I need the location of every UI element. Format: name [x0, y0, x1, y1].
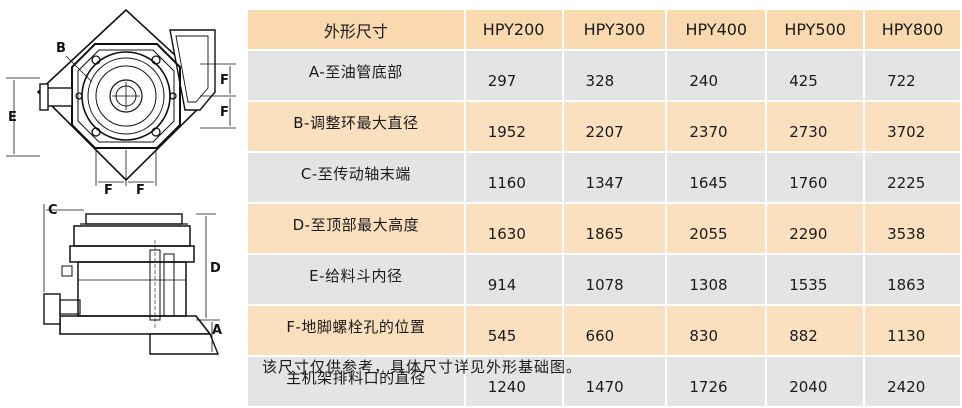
cell-value: 2207: [562, 101, 668, 153]
dim-label-f-right: F: [136, 183, 145, 198]
cell-value: 914: [464, 254, 564, 306]
header-model-hpy400: HPY400: [666, 10, 768, 51]
cell-value: 1470: [562, 356, 668, 408]
cell-value: 2225: [864, 152, 962, 204]
dim-label-c: C: [48, 203, 58, 218]
table-row: B-调整环最大直径 1952 2207 2370 2730 3702: [248, 101, 962, 153]
cell-value: 425: [766, 50, 866, 102]
cell-value: 3538: [864, 203, 962, 255]
table-header-row: 外形尺寸 HPY200 HPY300 HPY400 HPY500 HPY800: [248, 10, 962, 51]
cell-value: 328: [562, 50, 668, 102]
cell-value: 1760: [766, 152, 866, 204]
table-row: C-至传动轴末端 1160 1347 1645 1760 2225: [248, 152, 962, 204]
cell-value: 2290: [766, 203, 866, 255]
table-row: 主机架排料口的直径 1240 1470 1726 2040 2420: [248, 356, 962, 408]
cell-value: 1863: [864, 254, 962, 306]
cell-value: 830: [666, 305, 768, 357]
row-label: D-至顶部最大高度: [248, 203, 466, 255]
dim-label-d: D: [210, 261, 221, 276]
cell-value: 240: [666, 50, 768, 102]
row-label: 主机架排料口的直径: [248, 356, 466, 408]
cell-value: 1130: [864, 305, 962, 357]
cell-value: 2370: [666, 101, 768, 153]
dim-label-f-left: F: [104, 183, 113, 198]
table-row: E-给料斗内径 914 1078 1308 1535 1863: [248, 254, 962, 306]
dim-label-e: E: [8, 110, 17, 125]
cell-value: 2420: [864, 356, 962, 408]
row-label: A-至油管底部: [248, 50, 466, 102]
cell-value: 1645: [666, 152, 768, 204]
cell-value: 660: [562, 305, 668, 357]
side-view: [43, 204, 220, 355]
header-model-hpy500: HPY500: [766, 10, 866, 51]
top-view: [6, 8, 236, 186]
cell-value: 1726: [666, 356, 768, 408]
table-row: F-地脚螺栓孔的位置 545 660 830 882 1130: [248, 305, 962, 357]
footnote: 该尺寸仅供参考，具体尺寸详见外形基础图。: [262, 358, 583, 376]
header-dimension: 外形尺寸: [248, 10, 466, 51]
dim-label-f-lower: F: [220, 105, 229, 120]
row-label: E-给料斗内径: [248, 254, 466, 306]
crusher-dimension-drawing: B E F F F F C D A: [6, 8, 236, 355]
dimension-spec-table: 外形尺寸 HPY200 HPY300 HPY400 HPY500 HPY800 …: [248, 10, 962, 408]
cell-value: 1952: [464, 101, 564, 153]
cell-value: 722: [864, 50, 962, 102]
row-label: F-地脚螺栓孔的位置: [248, 305, 466, 357]
dim-label-a: A: [212, 323, 222, 338]
cell-value: 1240: [464, 356, 564, 408]
cell-value: 1308: [666, 254, 768, 306]
cell-value: 2730: [766, 101, 866, 153]
header-model-hpy300: HPY300: [562, 10, 668, 51]
cell-value: 1078: [562, 254, 668, 306]
cell-value: 1347: [562, 152, 668, 204]
header-model-hpy800: HPY800: [864, 10, 962, 51]
row-label: C-至传动轴末端: [248, 152, 466, 204]
dim-label-f-upper: F: [220, 73, 229, 88]
cell-value: 882: [766, 305, 866, 357]
cell-value: 1535: [766, 254, 866, 306]
dim-label-b: B: [56, 41, 66, 56]
cell-value: 3702: [864, 101, 962, 153]
cell-value: 1160: [464, 152, 564, 204]
cell-value: 545: [464, 305, 564, 357]
table-row: D-至顶部最大高度 1630 1865 2055 2290 3538: [248, 203, 962, 255]
cell-value: 2040: [766, 356, 866, 408]
cell-value: 297: [464, 50, 564, 102]
header-model-hpy200: HPY200: [464, 10, 564, 51]
cell-value: 2055: [666, 203, 768, 255]
cell-value: 1865: [562, 203, 668, 255]
cell-value: 1630: [464, 203, 564, 255]
row-label: B-调整环最大直径: [248, 101, 466, 153]
table-row: A-至油管底部 297 328 240 425 722: [248, 50, 962, 102]
